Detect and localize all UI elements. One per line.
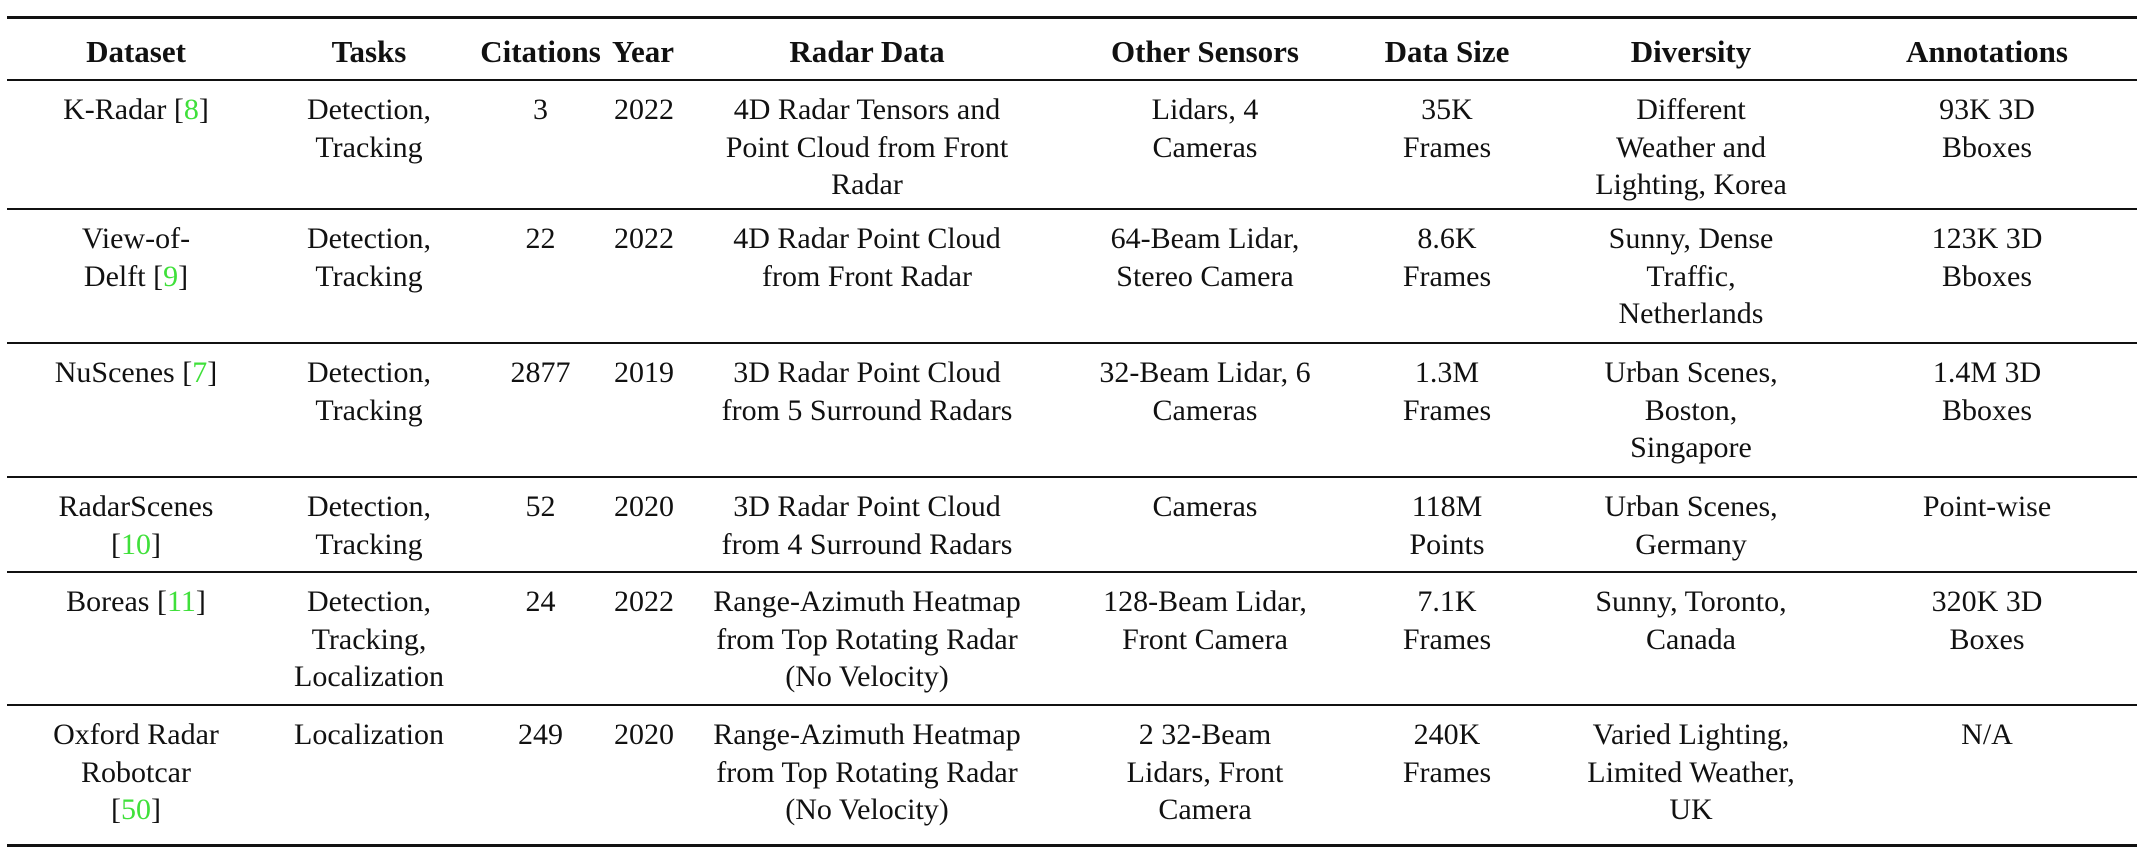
cell-dataset: Oxford Radar Robotcar [50] (7, 705, 265, 847)
cell-year: 2020 (608, 705, 674, 847)
cell-other-sensors: 2 32-Beam Lidars, Front Camera (1061, 705, 1349, 847)
cell-dataset: RadarScenes [10] (7, 477, 265, 573)
table-row: RadarScenes [10] Detection, Tracking 52 20… (7, 477, 2137, 573)
cell-other-sensors: Cameras (1061, 477, 1349, 573)
cell-data-size: 8.6K Frames (1349, 209, 1545, 344)
cell-diversity: Sunny, Toronto, Canada (1545, 572, 1837, 706)
citation-link[interactable]: 7 (192, 356, 208, 389)
cell-dataset: NuScenes [7] (7, 343, 265, 478)
cell-radar-data: 3D Radar Point Cloud from 5 Surround Rada… (673, 343, 1061, 478)
header-annotations: Annotations (1837, 16, 2137, 81)
cell-annotations: 320K 3D Boxes (1837, 572, 2137, 706)
cell-citations: 52 (473, 477, 608, 573)
cell-annotations: N/A (1837, 705, 2137, 847)
cell-tasks: Detection, Tracking (265, 343, 473, 478)
citation-link[interactable]: 9 (163, 259, 179, 293)
cell-diversity: Varied Lighting, Limited Weather, UK (1545, 705, 1837, 847)
cell-annotations: Point-wise (1837, 477, 2137, 573)
table-row: Oxford Radar Robotcar [50] Localization 24… (7, 705, 2137, 847)
cell-dataset: K-Radar [8] (7, 80, 265, 210)
header-year: Year (608, 16, 674, 81)
cell-year: 2022 (608, 572, 674, 706)
citation-link[interactable]: 10 (121, 527, 151, 561)
cell-year: 2019 (608, 343, 674, 478)
header-citations: Citations (473, 16, 608, 81)
cell-data-size: 118M Points (1349, 477, 1545, 573)
cell-diversity: Urban Scenes, Germany (1545, 477, 1837, 573)
cell-tasks: Detection, Tracking (265, 209, 473, 344)
cell-tasks: Detection, Tracking (265, 477, 473, 573)
header-tasks: Tasks (265, 16, 473, 81)
citation-link[interactable]: 50 (121, 793, 151, 826)
cell-annotations: 93K 3D Bboxes (1837, 80, 2137, 210)
header-diversity: Diversity (1545, 16, 1837, 81)
cell-other-sensors: Lidars, 4 Cameras (1061, 80, 1349, 210)
cell-data-size: 1.3M Frames (1349, 343, 1545, 478)
citation-link[interactable]: 8 (183, 93, 199, 126)
cell-citations: 249 (473, 705, 608, 847)
cell-tasks: Detection, Tracking (265, 80, 473, 210)
header-radar-data: Radar Data (673, 16, 1061, 81)
cell-radar-data: Range-Azimuth Heatmap from Top Rotating R… (673, 572, 1061, 706)
header-data-size: Data Size (1349, 16, 1545, 81)
cell-dataset: Boreas [11] (7, 572, 265, 706)
cell-radar-data: Range-Azimuth Heatmap from Top Rotating R… (673, 705, 1061, 847)
dataset-comparison-table: Dataset Tasks Citations Year Radar Data … (7, 16, 2137, 847)
cell-diversity: Urban Scenes, Boston, Singapore (1545, 343, 1837, 478)
cell-data-size: 7.1K Frames (1349, 572, 1545, 706)
citation-link[interactable]: 11 (166, 585, 196, 618)
cell-year: 2022 (608, 209, 674, 344)
dataset-comparison-table-container: Dataset Tasks Citations Year Radar Data … (7, 16, 2137, 847)
cell-other-sensors: 64-Beam Lidar, Stereo Camera (1061, 209, 1349, 344)
cell-tasks: Detection, Tracking, Localization (265, 572, 473, 706)
cell-year: 2022 (608, 80, 674, 210)
cell-diversity: Different Weather and Lighting, Korea (1545, 80, 1837, 210)
cell-diversity: Sunny, Dense Traffic, Netherlands (1545, 209, 1837, 344)
cell-other-sensors: 128-Beam Lidar, Front Camera (1061, 572, 1349, 706)
table-row: View-of- Delft [9] Detection, Tracking 22 … (7, 209, 2137, 344)
table-row: NuScenes [7] Detection, Tracking 2877 201… (7, 343, 2137, 478)
cell-data-size: 35K Frames (1349, 80, 1545, 210)
table-row: K-Radar [8] Detection, Tracking 3 2022 4D… (7, 80, 2137, 210)
cell-radar-data: 4D Radar Point Cloud from Front Radar (673, 209, 1061, 344)
cell-radar-data: 4D Radar Tensors and Point Cloud from Fro… (673, 80, 1061, 210)
header-dataset: Dataset (7, 16, 265, 81)
cell-annotations: 1.4M 3D Bboxes (1837, 343, 2137, 478)
table-header-row: Dataset Tasks Citations Year Radar Data … (7, 16, 2137, 81)
header-other-sensors: Other Sensors (1061, 16, 1349, 81)
cell-citations: 3 (473, 80, 608, 210)
cell-radar-data: 3D Radar Point Cloud from 4 Surround Rada… (673, 477, 1061, 573)
cell-citations: 24 (473, 572, 608, 706)
cell-year: 2020 (608, 477, 674, 573)
cell-citations: 2877 (473, 343, 608, 478)
cell-annotations: 123K 3D Bboxes (1837, 209, 2137, 344)
cell-citations: 22 (473, 209, 608, 344)
cell-other-sensors: 32-Beam Lidar, 6 Cameras (1061, 343, 1349, 478)
table-row: Boreas [11] Detection, Tracking, Localizat… (7, 572, 2137, 706)
cell-tasks: Localization (265, 705, 473, 847)
cell-dataset: View-of- Delft [9] (7, 209, 265, 344)
cell-data-size: 240K Frames (1349, 705, 1545, 847)
